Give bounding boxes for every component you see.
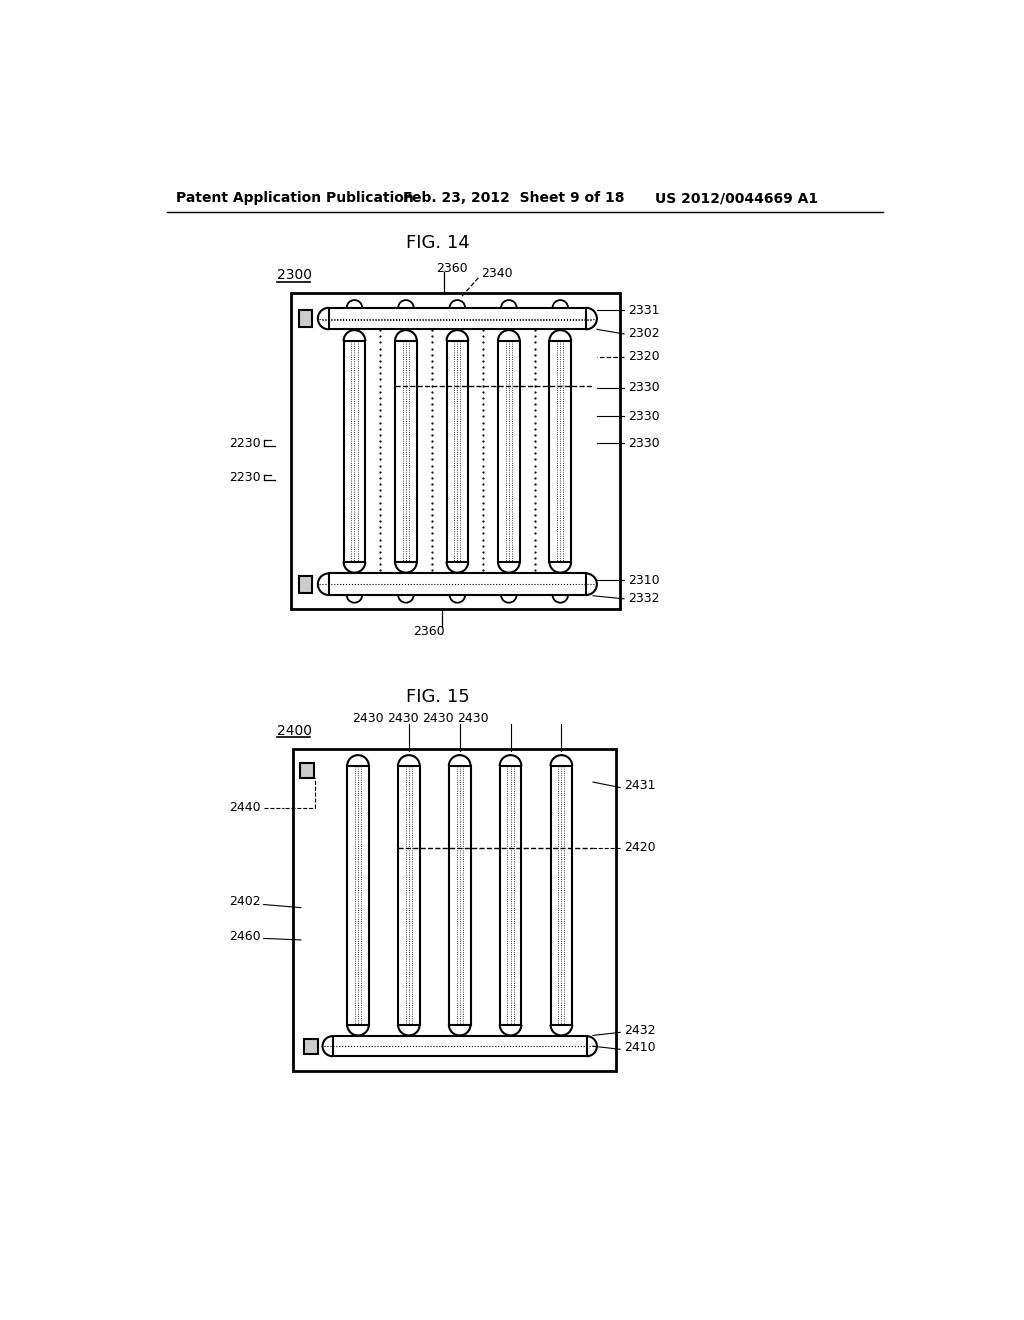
- Text: 2440: 2440: [228, 801, 260, 814]
- Bar: [398, 766, 420, 1024]
- Bar: [347, 766, 369, 1024]
- Bar: [550, 341, 571, 562]
- Bar: [291, 293, 621, 609]
- Text: 2320: 2320: [628, 350, 659, 363]
- Text: 2340: 2340: [480, 268, 512, 280]
- Text: 2402: 2402: [228, 895, 260, 908]
- Text: 2360: 2360: [413, 626, 444, 639]
- Bar: [329, 308, 586, 330]
- Text: 2332: 2332: [628, 593, 659, 606]
- Bar: [449, 766, 471, 1024]
- Bar: [344, 341, 366, 562]
- Text: 2431: 2431: [624, 779, 655, 792]
- Text: FIG. 15: FIG. 15: [407, 689, 470, 706]
- Text: 2330: 2330: [628, 381, 659, 395]
- Text: 2230: 2230: [228, 437, 260, 450]
- Text: 2410: 2410: [624, 1041, 655, 1055]
- Text: 2300: 2300: [276, 268, 311, 282]
- Text: 2430: 2430: [422, 711, 454, 725]
- Text: 2420: 2420: [624, 841, 655, 854]
- Text: 2430: 2430: [457, 711, 488, 725]
- Bar: [446, 341, 468, 562]
- Bar: [299, 576, 312, 593]
- Text: 2331: 2331: [628, 304, 659, 317]
- Bar: [500, 766, 521, 1024]
- Text: 2330: 2330: [628, 437, 659, 450]
- Bar: [551, 766, 572, 1024]
- Bar: [299, 310, 312, 327]
- Text: 2310: 2310: [628, 574, 659, 587]
- Bar: [333, 1036, 587, 1056]
- Text: 2432: 2432: [624, 1024, 655, 1038]
- Text: 2360: 2360: [435, 261, 467, 275]
- Text: 2330: 2330: [628, 409, 659, 422]
- Bar: [329, 573, 586, 595]
- Bar: [304, 1039, 317, 1053]
- Text: 2430: 2430: [352, 711, 384, 725]
- Text: Patent Application Publication: Patent Application Publication: [176, 191, 414, 206]
- Text: 2302: 2302: [628, 327, 659, 341]
- Text: FIG. 14: FIG. 14: [407, 234, 470, 252]
- Text: 2430: 2430: [387, 711, 419, 725]
- Text: US 2012/0044669 A1: US 2012/0044669 A1: [655, 191, 818, 206]
- Text: Feb. 23, 2012  Sheet 9 of 18: Feb. 23, 2012 Sheet 9 of 18: [403, 191, 625, 206]
- Bar: [300, 763, 314, 779]
- Text: 2460: 2460: [228, 929, 260, 942]
- Bar: [498, 341, 520, 562]
- Text: 2230: 2230: [228, 471, 260, 484]
- Bar: [395, 341, 417, 562]
- Bar: [293, 748, 616, 1071]
- Text: 2400: 2400: [276, 723, 311, 738]
